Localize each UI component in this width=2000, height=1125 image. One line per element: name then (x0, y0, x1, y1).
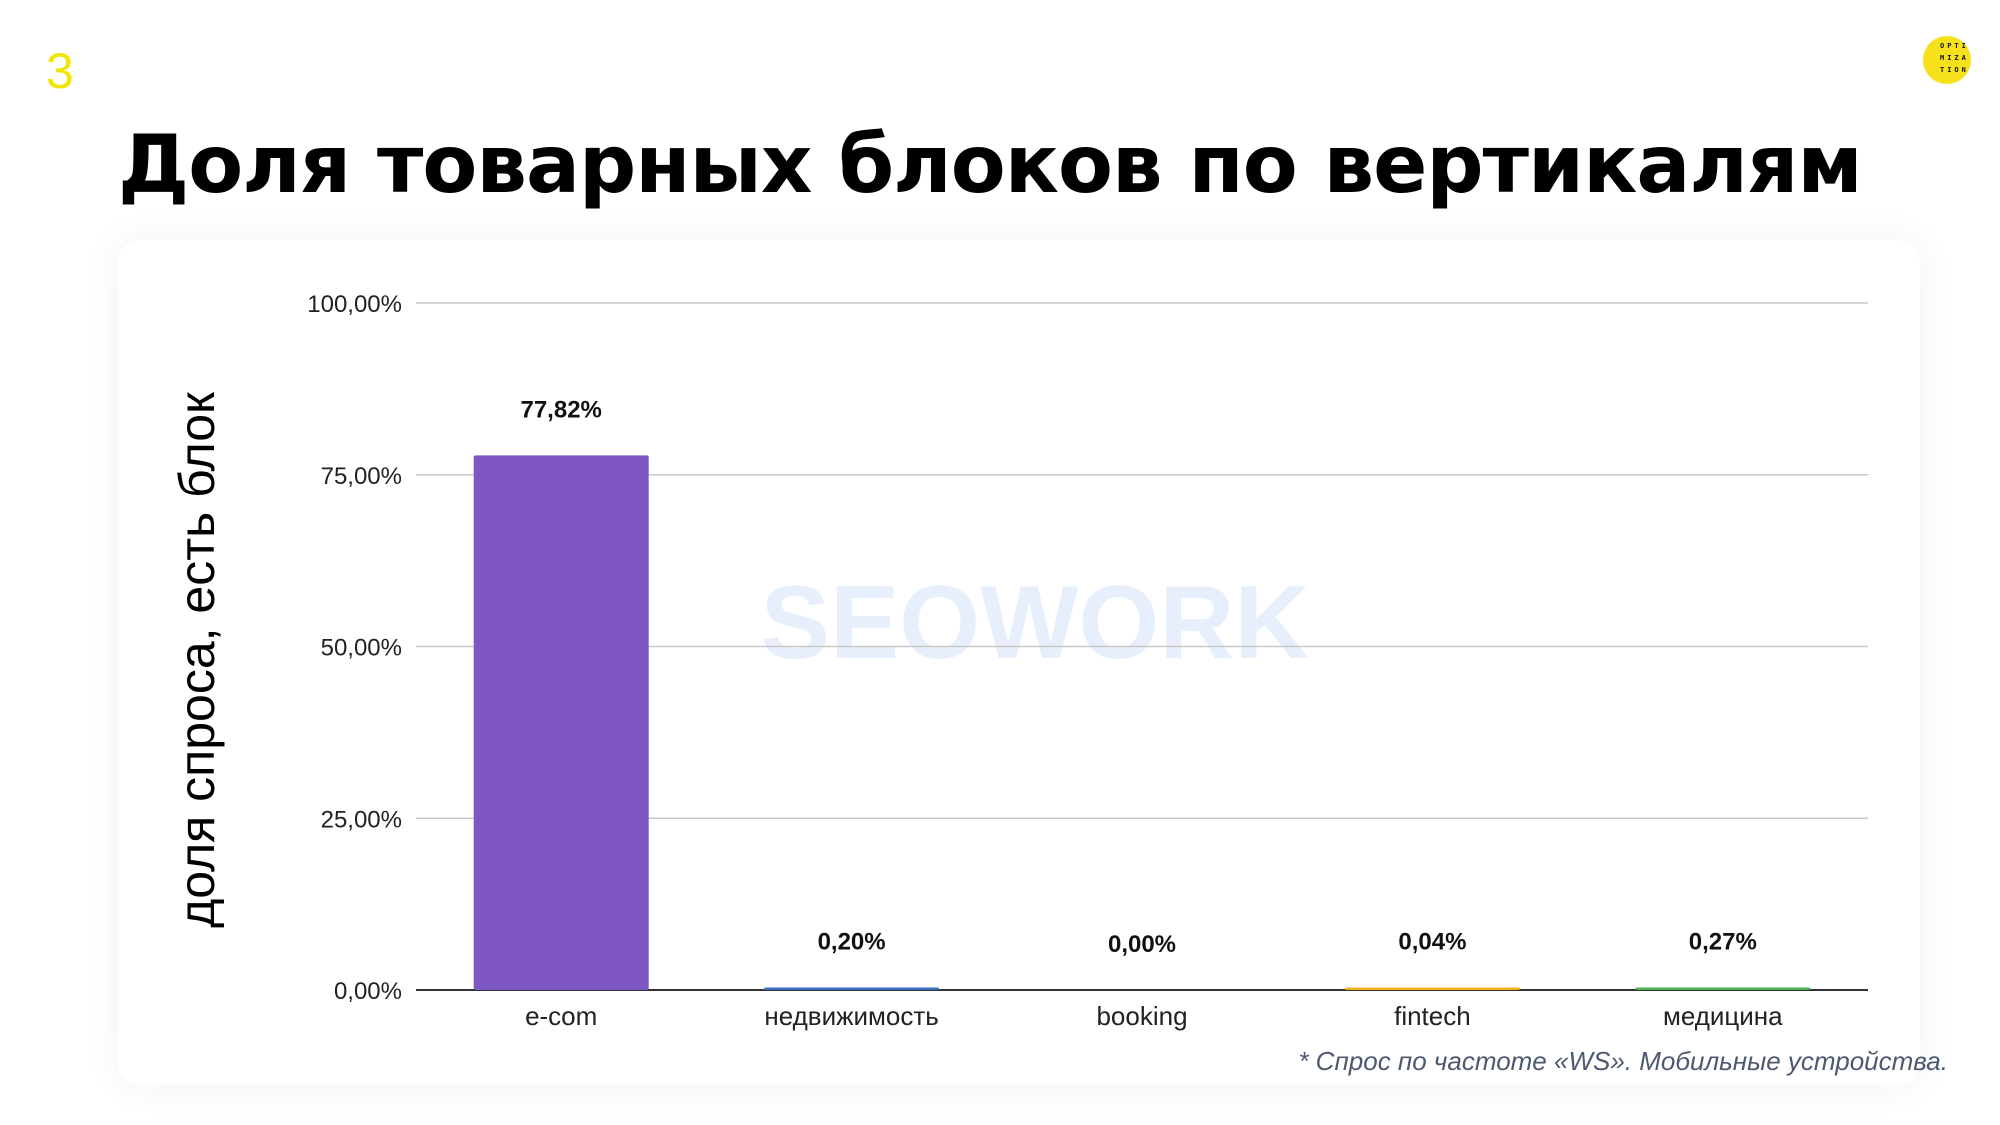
bar-3 (1344, 987, 1520, 990)
data-label: 0,00% (1108, 931, 1176, 958)
data-label: 0,20% (818, 929, 886, 956)
x-tick-label: недвижимость (764, 1001, 938, 1031)
x-tick-label: booking (1096, 1001, 1187, 1031)
optimization-logo (1923, 36, 1971, 84)
y-tick-label: 75,00% (321, 463, 402, 490)
bar-4 (1635, 987, 1811, 990)
bar-0 (473, 455, 649, 990)
y-tick-label: 50,00% (321, 635, 402, 662)
y-tick-label: 100,00% (307, 291, 402, 318)
logo-text: OPTI MIZA TION (1940, 42, 1969, 74)
x-tick-label: медицина (1663, 1001, 1783, 1031)
data-label: 0,27% (1689, 929, 1757, 956)
footnote: * Спрос по частоте «WS». Мобильные устро… (1298, 1046, 1948, 1076)
y-axis-label: доля спроса, есть блок (169, 391, 225, 928)
y-tick-label: 25,00% (321, 806, 402, 833)
bar-1 (764, 987, 940, 990)
x-tick-label: fintech (1394, 1001, 1471, 1031)
data-label: 0,04% (1398, 929, 1466, 956)
page-title: Доля товарных блоков по вертикалям (118, 118, 1863, 211)
watermark: SEOWORK (761, 565, 1310, 681)
chart-card (118, 240, 1920, 1085)
x-tick-label: e-com (525, 1001, 597, 1031)
y-tick-label: 0,00% (334, 978, 402, 1005)
slide-number: 3 (46, 43, 74, 99)
data-label: 77,82% (520, 396, 601, 423)
